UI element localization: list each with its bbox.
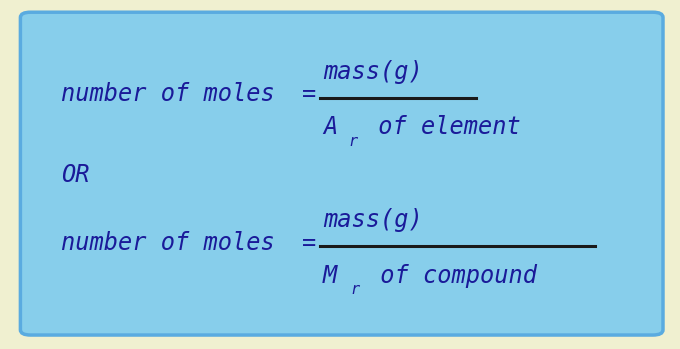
Text: r: r xyxy=(349,134,358,149)
Text: number of moles: number of moles xyxy=(61,82,275,106)
Text: r: r xyxy=(350,282,359,297)
Text: mass(g): mass(g) xyxy=(323,60,423,83)
Text: of compound: of compound xyxy=(366,264,537,288)
FancyBboxPatch shape xyxy=(20,12,663,335)
Text: =: = xyxy=(303,82,316,106)
Text: number of moles: number of moles xyxy=(61,231,275,254)
Text: =: = xyxy=(303,231,316,254)
Text: of element: of element xyxy=(364,116,521,139)
Text: A: A xyxy=(323,116,337,139)
Text: OR: OR xyxy=(61,163,90,186)
Text: mass(g): mass(g) xyxy=(323,208,423,232)
Text: M: M xyxy=(323,264,337,288)
